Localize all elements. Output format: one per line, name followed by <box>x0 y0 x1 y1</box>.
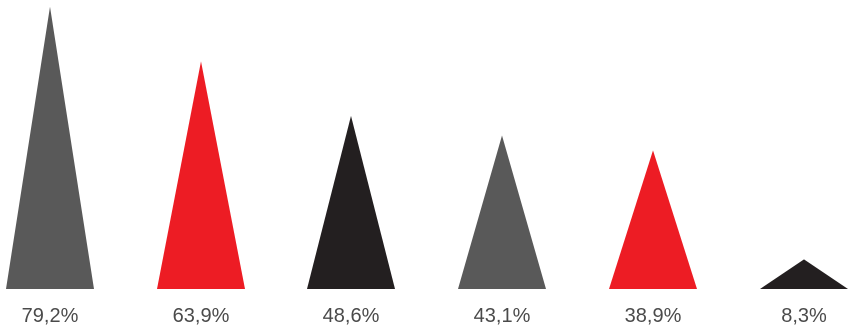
chart-value-labels: 79,2% 63,9% 48,6% 43,1% 38,9% 8,3% <box>22 305 827 327</box>
triangle-bar-3 <box>307 115 395 290</box>
value-label-1: 79,2% <box>22 305 79 327</box>
triangle-bar-5 <box>609 150 697 289</box>
triangle-bar-6 <box>760 259 848 289</box>
triangle-bar-4 <box>458 135 546 289</box>
value-label-5: 38,9% <box>625 305 682 327</box>
triangle-bar-1 <box>6 6 94 290</box>
value-label-2: 63,9% <box>173 305 230 327</box>
value-label-3: 48,6% <box>323 305 380 327</box>
triangle-bar-2 <box>157 61 245 290</box>
chart-marks <box>6 6 848 290</box>
value-label-4: 43,1% <box>474 305 531 327</box>
value-label-6: 8,3% <box>781 305 827 327</box>
